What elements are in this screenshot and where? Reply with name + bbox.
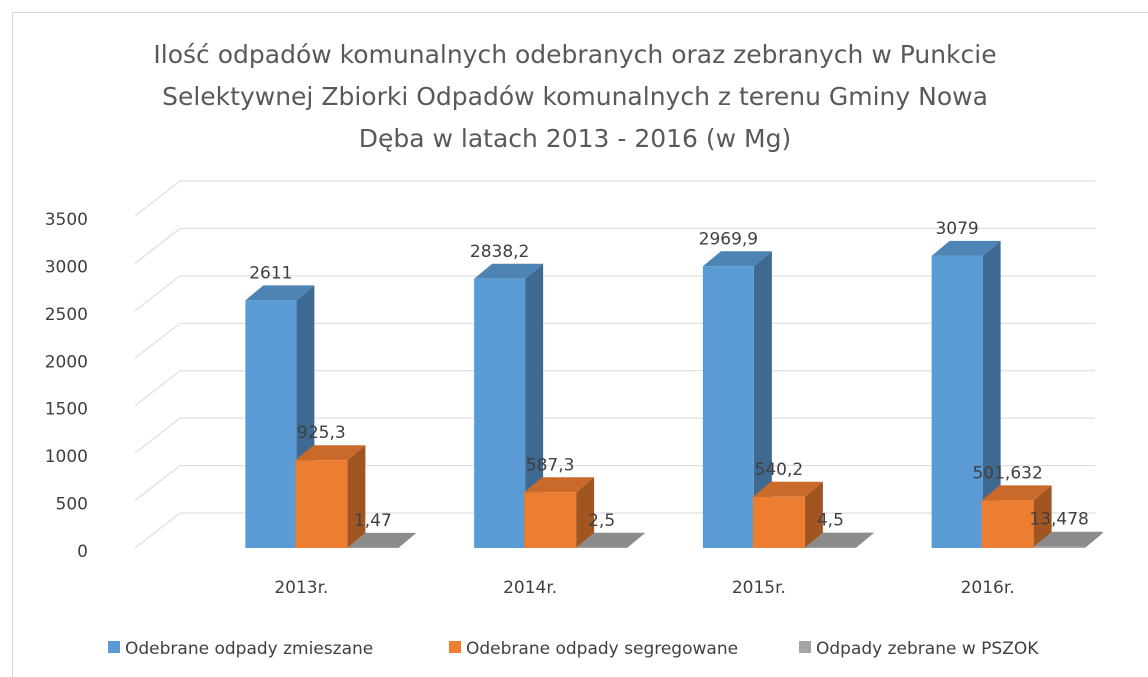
- data-label: 2611: [249, 263, 292, 283]
- bar-face: [474, 263, 544, 279]
- bar: [474, 263, 544, 548]
- legend-swatch: [108, 641, 120, 653]
- legend-label: Odebrane odpady zmieszane: [125, 639, 373, 659]
- grid-line: [134, 465, 1095, 501]
- bar-face: [1033, 485, 1052, 548]
- data-label: 1,47: [354, 511, 392, 531]
- chart-border: [12, 12, 1148, 677]
- data-label: 13,478: [1029, 510, 1088, 530]
- bar: [931, 240, 1001, 548]
- bar-face: [295, 445, 366, 461]
- bar-face: [576, 477, 595, 548]
- y-tick-label: 0: [77, 542, 88, 562]
- data-label: 925,3: [297, 423, 346, 443]
- data-label: 3079: [935, 219, 978, 239]
- chart-title: Ilość odpadów komunalnych odebranych ora…: [153, 40, 997, 153]
- bar: [981, 485, 1052, 548]
- bar-face: [804, 532, 874, 548]
- data-label: 2,5: [588, 511, 615, 531]
- bar: [524, 477, 595, 548]
- grid-line: [134, 275, 1095, 312]
- data-label: 2969,9: [699, 229, 758, 249]
- grid-line: [134, 180, 1095, 217]
- bar: [702, 251, 772, 549]
- bar-face: [627, 532, 646, 548]
- data-label: 540,2: [755, 460, 804, 480]
- bar-face: [295, 460, 348, 548]
- grid-line: [134, 227, 1095, 264]
- x-tick-label: 2013r.: [274, 578, 328, 598]
- bar: [576, 532, 646, 548]
- bar-face: [702, 251, 772, 267]
- y-tick-label: 500: [56, 495, 88, 515]
- bar-face: [855, 532, 874, 548]
- x-tick-label: 2016r.: [961, 578, 1015, 598]
- x-tick-label: 2014r.: [503, 578, 557, 598]
- data-label: 4,5: [817, 511, 844, 531]
- data-label: 501,632: [972, 463, 1042, 483]
- grid-line: [134, 322, 1095, 359]
- bar-face: [524, 477, 595, 493]
- legend-label: Odpady zebrane w PSZOK: [816, 639, 1039, 659]
- bar-face: [398, 532, 417, 548]
- bar-face: [576, 532, 646, 548]
- bar: [1033, 531, 1103, 548]
- y-tick-label: 3000: [45, 257, 88, 277]
- bar-face: [753, 251, 772, 549]
- legend-swatch: [799, 641, 811, 653]
- y-tick-label: 2000: [45, 352, 88, 372]
- grid-line: [134, 417, 1095, 454]
- bar-face: [525, 263, 544, 548]
- bar-face: [981, 485, 1052, 501]
- y-tick-label: 1500: [45, 400, 88, 420]
- bar-face: [1084, 531, 1103, 548]
- bar-face: [982, 240, 1001, 548]
- y-tick-label: 1000: [45, 447, 88, 467]
- legend-swatch: [449, 641, 461, 653]
- grid-line: [134, 370, 1095, 407]
- bar-face: [474, 278, 526, 548]
- bar-face: [931, 240, 1001, 256]
- bar-face: [931, 255, 983, 548]
- bar: [752, 481, 823, 548]
- bar-face: [981, 500, 1034, 548]
- y-tick-label: 3500: [45, 210, 88, 230]
- y-tick-label: 2500: [45, 305, 88, 325]
- bar-face: [524, 492, 577, 548]
- bar-face: [752, 496, 805, 548]
- bar-face: [347, 532, 417, 548]
- bar-face: [1033, 531, 1103, 547]
- legend-label: Odebrane odpady segregowane: [466, 639, 738, 659]
- bar: [295, 445, 366, 548]
- bar-face: [702, 266, 754, 548]
- bar: [347, 532, 417, 548]
- bar-face: [245, 285, 315, 301]
- bar-face: [245, 300, 297, 548]
- bar-face: [752, 481, 823, 497]
- x-tick-label: 2015r.: [732, 578, 786, 598]
- bar-face: [347, 445, 366, 548]
- bar-face: [804, 481, 823, 548]
- data-label: 587,3: [526, 455, 575, 475]
- bar-face: [1033, 546, 1085, 548]
- data-label: 2838,2: [470, 242, 529, 262]
- bar: [804, 532, 874, 548]
